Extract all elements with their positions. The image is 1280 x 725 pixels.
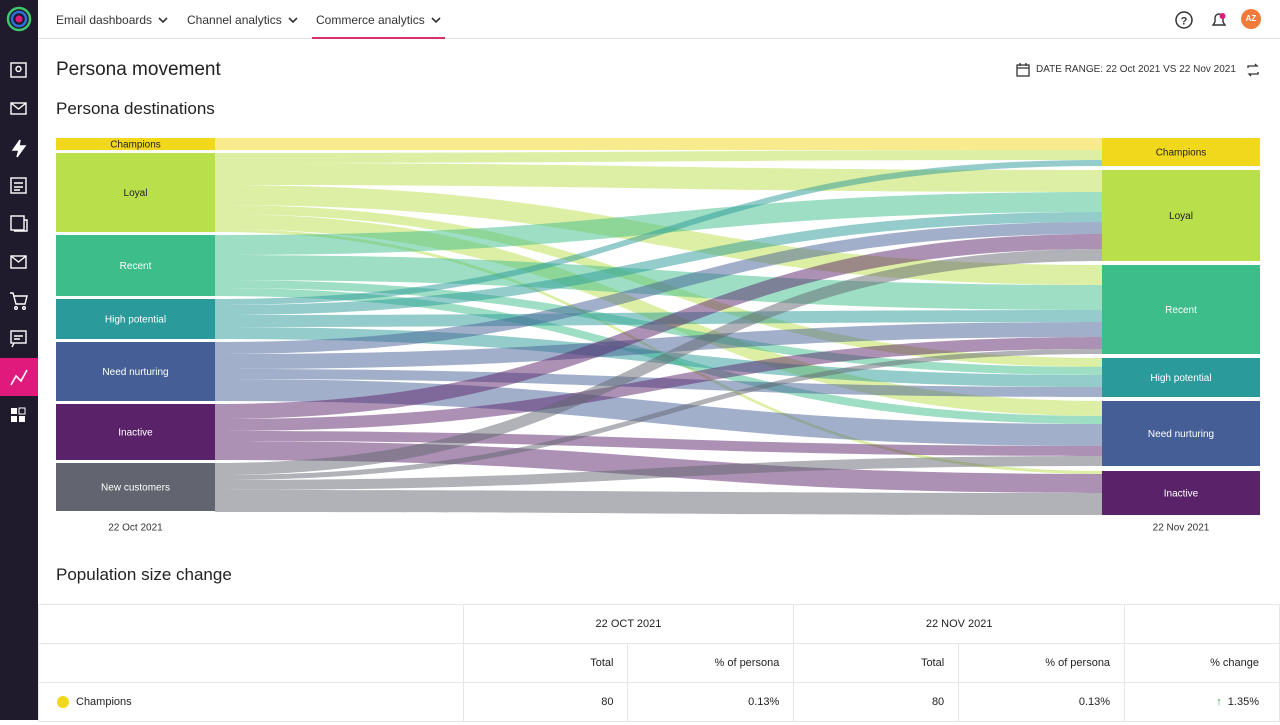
sankey-flow xyxy=(215,249,1102,475)
cell xyxy=(1124,604,1280,644)
cell xyxy=(38,643,464,683)
tab-label: Email dashboards xyxy=(56,13,153,27)
node-label: Loyal xyxy=(1169,211,1193,222)
group-header: 22 OCT 2021 xyxy=(462,604,795,644)
tab-label: Commerce analytics xyxy=(316,13,425,27)
help-icon[interactable]: ? xyxy=(1174,10,1194,30)
cell: 0.13% xyxy=(958,682,1126,722)
sankey-flow xyxy=(215,490,1102,515)
sankey-node xyxy=(1102,471,1260,515)
cell: 80 xyxy=(793,682,960,722)
row-label: Champions xyxy=(76,695,132,708)
sankey-flow xyxy=(215,160,1102,305)
sankey-node xyxy=(56,235,215,296)
sankey-flow xyxy=(215,163,1102,192)
refresh-icon[interactable] xyxy=(1246,63,1260,77)
sankey-flow xyxy=(215,192,1102,255)
sankey-flow xyxy=(215,431,1102,456)
node-label: Need nurturing xyxy=(1148,429,1214,440)
page-title: Persona movement xyxy=(56,59,221,80)
change-value: 1.35% xyxy=(1227,696,1259,708)
group-header: 22 NOV 2021 xyxy=(793,604,1126,644)
column-header: % of persona xyxy=(627,643,795,683)
sankey-node xyxy=(56,404,215,460)
chevron xyxy=(158,17,168,24)
sidebar xyxy=(0,0,38,720)
nav-tab[interactable]: Email dashboards xyxy=(56,0,168,38)
calendar-icon xyxy=(1016,63,1030,77)
node-label: High potential xyxy=(1150,373,1211,384)
column-header: % of persona xyxy=(958,643,1126,683)
nav-tab[interactable]: Commerce analytics xyxy=(312,0,445,39)
sankey-node xyxy=(1102,358,1260,397)
node-label: Recent xyxy=(1165,305,1197,316)
sankey-node xyxy=(56,463,215,511)
node-label: New customers xyxy=(101,483,170,494)
sankey-flow xyxy=(215,310,1102,327)
sankey-flow xyxy=(215,138,1102,150)
sankey-flow xyxy=(215,337,1102,431)
cell: 80 xyxy=(462,682,629,722)
legend-dot xyxy=(57,696,69,709)
node-label: Recent xyxy=(120,261,152,272)
population-table: 22 OCT 2021 22 NOV 2021 Total % of perso… xyxy=(38,604,1280,722)
sankey-node xyxy=(1102,170,1260,261)
sidebar-icons xyxy=(0,6,38,422)
sankey-flow xyxy=(215,234,1102,419)
section-title: Persona destinations xyxy=(56,99,215,118)
sankey-diagram: Champions Loyal Recent High potential Need n… xyxy=(56,138,1260,534)
sankey-flow xyxy=(215,322,1102,369)
node-label: Need nurturing xyxy=(102,367,168,378)
date-label: 22 Nov 2021 xyxy=(1153,523,1210,534)
node-label: Champions xyxy=(1156,148,1207,159)
sankey-flow xyxy=(215,150,1102,163)
cell xyxy=(38,604,464,644)
sankey-flow xyxy=(215,441,1102,493)
node-label: Champions xyxy=(110,140,161,151)
sankey-node xyxy=(1102,401,1260,466)
node-label: Loyal xyxy=(124,188,148,199)
node-label: Inactive xyxy=(1164,489,1199,500)
up-arrow: ↑ xyxy=(1216,696,1222,708)
column-row: Total % of persona Total % of persona % … xyxy=(38,643,1280,683)
date-label: 22 Oct 2021 xyxy=(108,523,163,534)
nav-tab[interactable]: Channel analytics xyxy=(187,0,298,38)
sankey-node xyxy=(1102,265,1260,354)
sankey-node xyxy=(56,138,215,150)
table-row: Champions 80 0.13% 80 0.13% ↑ 1.35% xyxy=(38,682,1280,722)
row-label-cell: Champions xyxy=(38,682,464,722)
sankey-flow xyxy=(215,349,1102,480)
sankey-flow xyxy=(215,222,1102,354)
column-header: Total xyxy=(793,643,960,683)
top-nav: Email dashboards Channel analytics Comme… xyxy=(38,0,1280,39)
sankey-node xyxy=(56,342,215,401)
date-range[interactable]: DATE RANGE: 22 Oct 2021 VS 22 Nov 2021 xyxy=(1036,64,1236,75)
node-label: High potential xyxy=(105,315,166,326)
section-title: Population size change xyxy=(56,565,232,584)
chevron xyxy=(431,17,441,24)
sankey-node xyxy=(56,299,215,339)
group-row: 22 OCT 2021 22 NOV 2021 xyxy=(38,604,1280,644)
cell: 0.13% xyxy=(627,682,795,722)
tab-label: Channel analytics xyxy=(187,13,282,27)
cell: ↑ 1.35% xyxy=(1124,682,1280,722)
avatar[interactable]: AZ xyxy=(1241,9,1261,29)
sankey-flow xyxy=(215,212,1102,315)
sankey-node xyxy=(56,153,215,232)
notifications-icon[interactable] xyxy=(1209,10,1229,30)
column-header: % change xyxy=(1124,643,1280,683)
column-header: Total xyxy=(462,643,629,683)
chevron xyxy=(288,17,298,24)
sankey-node xyxy=(1102,138,1260,166)
node-label: Inactive xyxy=(118,428,153,439)
svg-text:?: ? xyxy=(1181,16,1188,28)
sankey-flow xyxy=(215,456,1102,490)
